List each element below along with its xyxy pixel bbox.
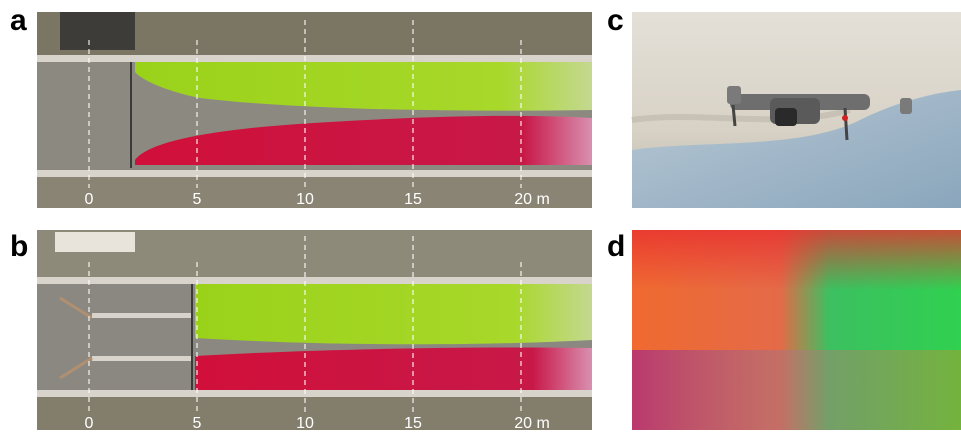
distance-label: 20 m [514,191,550,208]
panel-label: a [10,4,27,37]
distance-label: 0 [85,415,94,432]
distance-label: 20 m [514,415,550,432]
panel-a [37,12,592,208]
distance-label: 15 [404,415,422,432]
panel-b [37,230,592,430]
panel-label: d [607,230,625,263]
panel-label: b [10,230,28,263]
figure: a b c d 0 5 10 15 20 m 0 5 10 15 20 m [0,0,961,433]
distance-label: 5 [193,415,202,432]
panel-d [632,230,961,430]
distance-label: 15 [404,191,422,208]
distance-label: 10 [296,191,314,208]
distance-label: 0 [85,191,94,208]
panel-c [632,12,961,208]
panel-label: c [607,4,624,37]
distance-label: 10 [296,415,314,432]
distance-label: 5 [193,191,202,208]
